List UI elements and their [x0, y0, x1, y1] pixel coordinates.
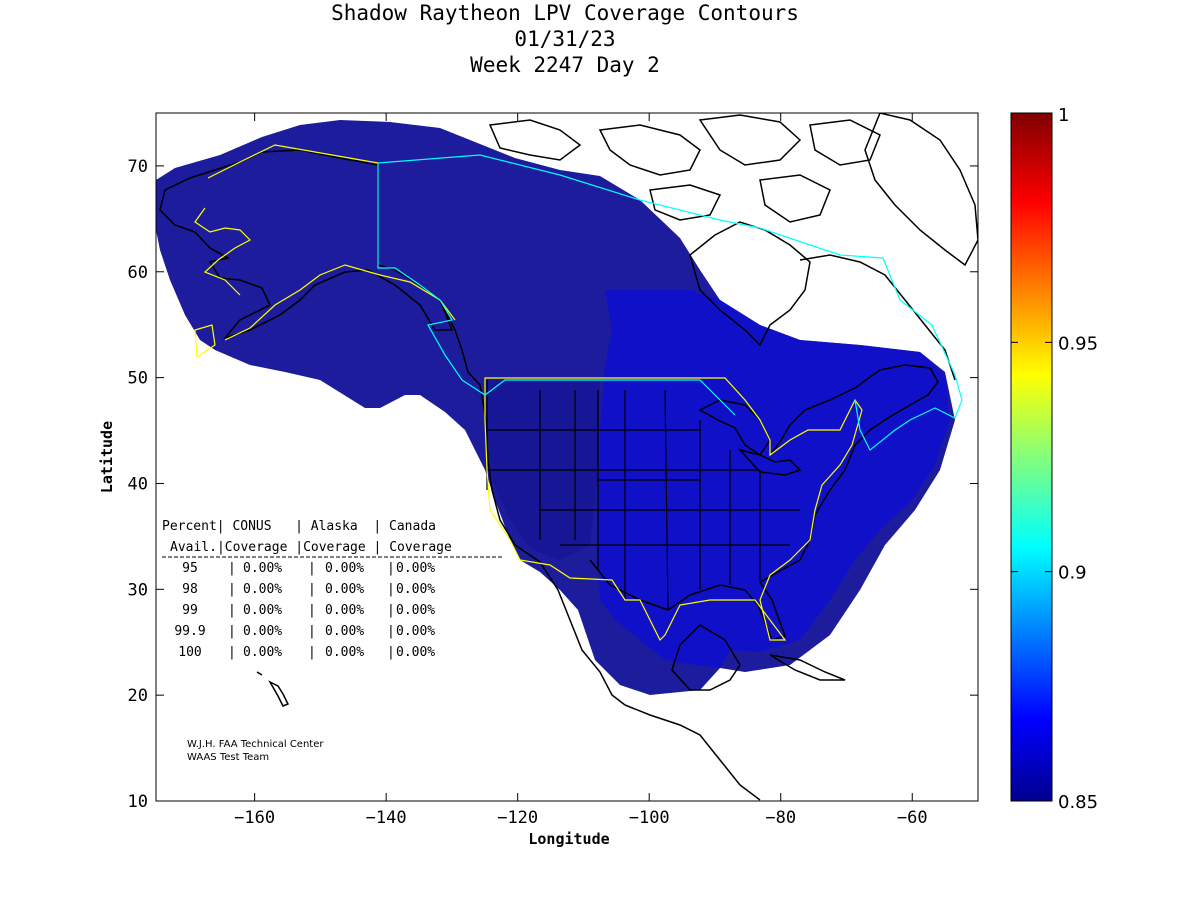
table-cell-r2-c3: 0.00% [396, 603, 435, 618]
table-cell-r4-c1: 0.00% [243, 645, 282, 660]
svg-text:Avail.|Coverage |Coverage | Co: Avail.|Coverage |Coverage | Coverage [170, 540, 452, 555]
table-cell-r4-c0: 100 [178, 645, 201, 660]
table-separator: | [387, 645, 395, 660]
y-tick-label-6: 70 [128, 157, 148, 177]
chart-title-line-2: 01/31/23 [514, 27, 615, 51]
x-tick-label-4: −80 [765, 808, 796, 828]
table-cell-r3-c0: 99.9 [174, 624, 205, 639]
colorbar-tick-label-3: 1 [1058, 105, 1069, 126]
credit-line-1: W.J.H. FAA Technical Center [187, 739, 324, 750]
x-tick-label-1: −140 [366, 808, 407, 828]
table-separator: | [308, 561, 316, 576]
colorbar-tick-label-0: 0.85 [1058, 792, 1098, 813]
table-cell-r0-c1: 0.00% [243, 561, 282, 576]
table-separator: | [228, 624, 236, 639]
y-tick-label-3: 40 [128, 474, 148, 494]
table-cell-r0-c2: 0.00% [325, 561, 364, 576]
x-tick-label-5: −60 [897, 808, 928, 828]
table-header-alaska: Alaska [311, 519, 358, 534]
table-subheader-conus: Coverage [225, 540, 288, 555]
table-separator: | [387, 561, 395, 576]
table-header-percent: Percent [162, 519, 217, 534]
table-cell-r3-c1: 0.00% [243, 624, 282, 639]
table-separator: | [387, 624, 395, 639]
table-separator: | [387, 582, 395, 597]
table-cell-r3-c3: 0.00% [396, 624, 435, 639]
x-tick-label-2: −120 [497, 808, 538, 828]
credit-line-2: WAAS Test Team [187, 752, 269, 763]
table-cell-r0-c0: 95 [182, 561, 198, 576]
chart-title-line-3: Week 2247 Day 2 [470, 53, 660, 77]
x-tick-label-3: −100 [629, 808, 670, 828]
table-cell-r2-c0: 99 [182, 603, 198, 618]
x-axis-label: Longitude [528, 830, 609, 848]
table-cell-r1-c0: 98 [182, 582, 198, 597]
y-tick-label-1: 20 [128, 686, 148, 706]
table-separator: | [308, 645, 316, 660]
colorbar-ticks: 0.85 0.9 0.95 1 [1011, 105, 1098, 813]
table-separator: | [387, 603, 395, 618]
table-cell-r2-c2: 0.00% [325, 603, 364, 618]
y-tick-label-0: 10 [128, 792, 148, 812]
table-cell-r1-c3: 0.00% [396, 582, 435, 597]
table-separator: | [228, 582, 236, 597]
x-tick-label-0: −160 [234, 808, 275, 828]
colorbar [1010, 112, 1053, 802]
table-separator: | [228, 645, 236, 660]
table-separator: | [228, 603, 236, 618]
y-tick-label-5: 60 [128, 263, 148, 283]
y-axis-label: Latitude [98, 421, 116, 493]
table-separator: | [308, 582, 316, 597]
table-subheader-canada: Coverage [389, 540, 452, 555]
table-cell-r1-c1: 0.00% [243, 582, 282, 597]
y-tick-label-4: 50 [128, 369, 148, 389]
coverage-table: Percent| CONUS | Alaska | Canada Avail.|… [162, 519, 502, 660]
state-boundaries [486, 380, 800, 611]
table-cell-r4-c3: 0.00% [396, 645, 435, 660]
table-rows: | | |95 0.00% 0.00% 0.00%| | |98 0.00% 0.00% 0.00%… [174, 561, 435, 660]
table-header-conus: CONUS [232, 519, 271, 534]
table-subheader-avail: Avail. [170, 540, 217, 555]
table-separator: | [228, 561, 236, 576]
svg-text:Percent| CONUS | Alaska | C: Percent| CONUS | Alaska | Canada [162, 519, 436, 534]
table-cell-r0-c3: 0.00% [396, 561, 435, 576]
x-axis-ticks: −160 −140 −120 −100 −80 −60 [234, 113, 928, 828]
plot-frame [155, 112, 979, 802]
y-axis-ticks: 10 20 30 40 50 60 70 [128, 157, 978, 812]
colorbar-tick-label-2: 0.95 [1058, 333, 1098, 354]
y-tick-label-2: 30 [128, 580, 148, 600]
map-layer [156, 113, 978, 801]
table-header-canada: Canada [389, 519, 436, 534]
service-area-boundaries [194, 144, 963, 642]
colorbar-tick-label-1: 0.9 [1058, 563, 1087, 584]
table-separator: | [308, 624, 316, 639]
table-cell-r2-c1: 0.00% [243, 603, 282, 618]
table-separator: | [308, 603, 316, 618]
coverage-region-inner [598, 290, 950, 668]
table-cell-r3-c2: 0.00% [325, 624, 364, 639]
table-cell-r4-c2: 0.00% [325, 645, 364, 660]
table-subheader-alaska: Coverage [303, 540, 366, 555]
chart-title-line-1: Shadow Raytheon LPV Coverage Contours [331, 1, 799, 25]
table-cell-r1-c2: 0.00% [325, 582, 364, 597]
